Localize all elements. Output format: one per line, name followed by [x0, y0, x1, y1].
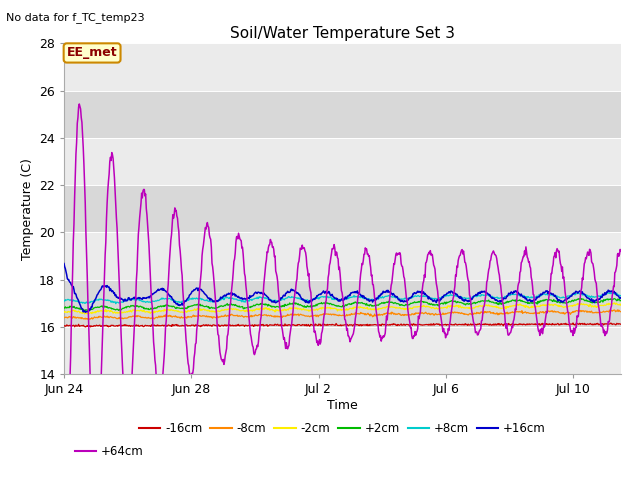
- Text: No data for f_TC_temp23: No data for f_TC_temp23: [6, 12, 145, 23]
- Y-axis label: Temperature (C): Temperature (C): [20, 158, 33, 260]
- Title: Soil/Water Temperature Set 3: Soil/Water Temperature Set 3: [230, 25, 455, 41]
- Bar: [64, 185, 621, 232]
- Bar: [64, 138, 621, 185]
- Legend: +64cm: +64cm: [70, 441, 148, 463]
- Bar: [64, 327, 621, 374]
- X-axis label: Time: Time: [327, 399, 358, 412]
- Bar: [64, 43, 621, 91]
- Text: EE_met: EE_met: [67, 47, 117, 60]
- Bar: [64, 232, 621, 280]
- Bar: [64, 91, 621, 138]
- Bar: [64, 280, 621, 327]
